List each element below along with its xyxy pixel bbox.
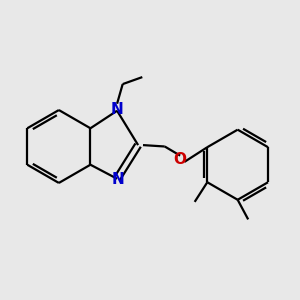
Text: N: N bbox=[111, 102, 123, 117]
Text: N: N bbox=[111, 172, 124, 187]
Text: O: O bbox=[174, 152, 187, 166]
